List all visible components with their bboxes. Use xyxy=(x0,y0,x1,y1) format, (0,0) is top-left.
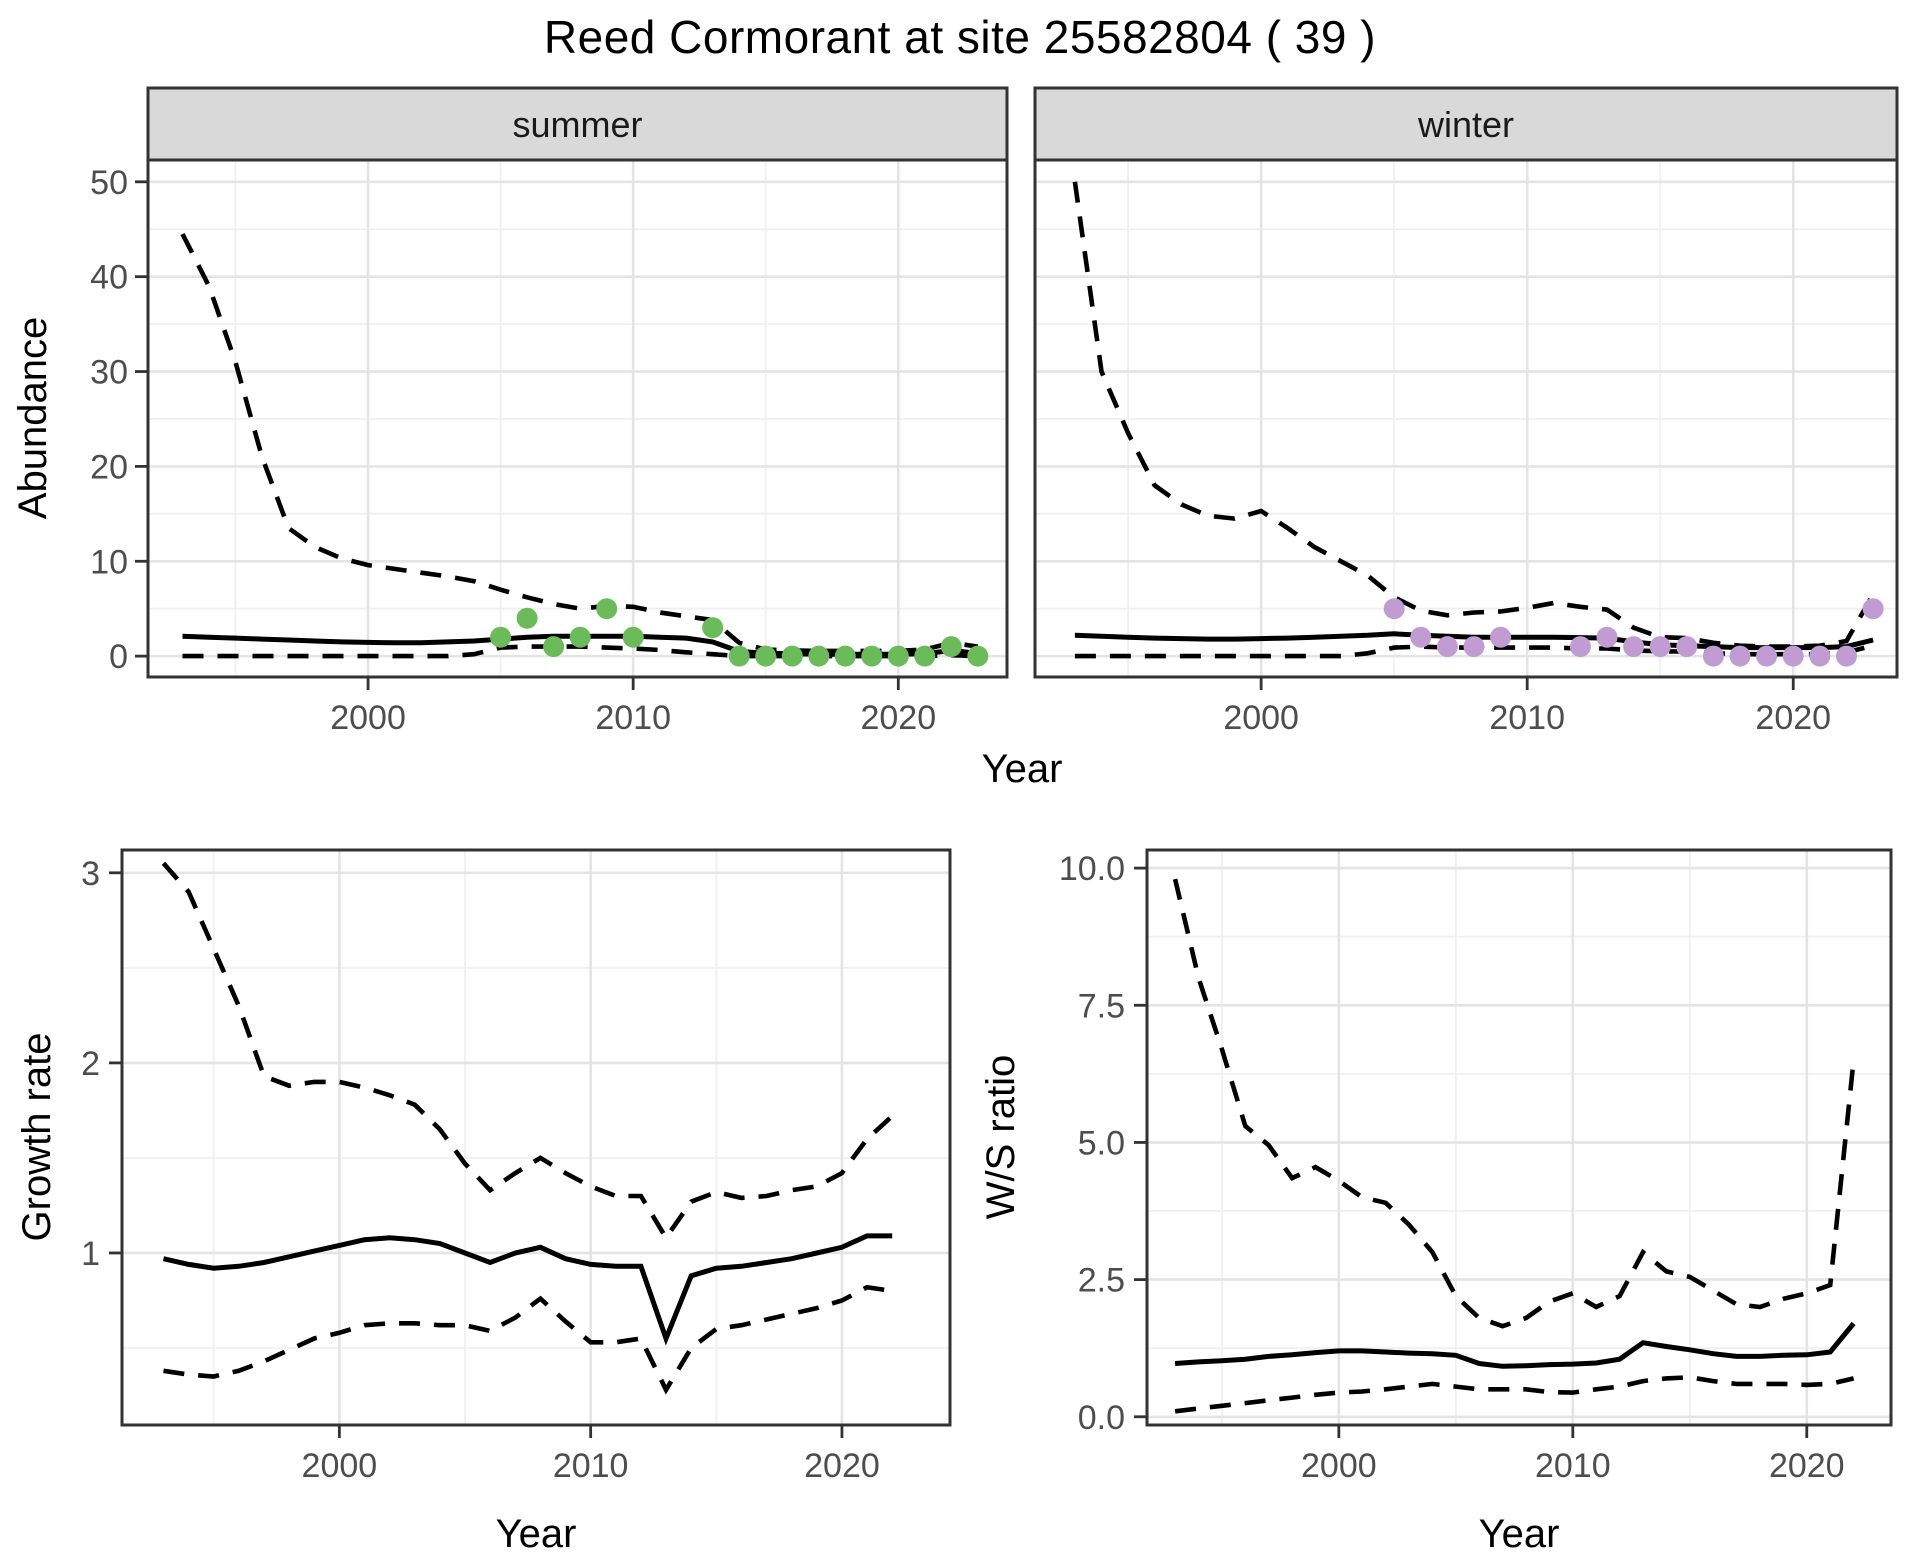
facet-strip xyxy=(1033,86,1899,162)
data-point xyxy=(702,617,724,639)
data-point xyxy=(781,645,803,667)
y-tick-label: 10.0 xyxy=(1059,850,1125,888)
data-point xyxy=(1702,645,1724,667)
x-axis-title-ws-ratio: Year xyxy=(1479,1512,1560,1556)
data-point xyxy=(1836,645,1857,667)
data-point xyxy=(516,607,538,629)
x-tick-label: 2010 xyxy=(1535,1447,1611,1485)
series-lower-ci xyxy=(163,1284,893,1395)
data-point xyxy=(596,598,618,620)
data-point xyxy=(967,645,989,667)
y-tick-label: 0 xyxy=(109,638,128,676)
x-tick-label: 2020 xyxy=(860,699,936,737)
y-tick-label: 1 xyxy=(81,1235,100,1273)
data-point xyxy=(834,645,856,667)
y-axis-title-growth-rate: Growth rate xyxy=(15,1033,59,1242)
y-tick-label: 5.0 xyxy=(1078,1124,1125,1162)
y-tick-label: 30 xyxy=(90,354,128,392)
data-point xyxy=(490,626,512,648)
panel-growth-rate: 2000 2010 2020 1 2 3 xyxy=(81,848,952,1485)
data-point xyxy=(1463,636,1485,658)
y-tick-label: 0.0 xyxy=(1078,1399,1125,1437)
series-median xyxy=(162,1233,893,1346)
x-tick-label: 2020 xyxy=(1755,699,1831,737)
x-axis-title-growth-rate: Year xyxy=(496,1512,577,1556)
series-median xyxy=(1174,1321,1856,1369)
data-point xyxy=(1490,626,1512,648)
y-tick-label: 20 xyxy=(90,448,128,486)
y-tick-label: 10 xyxy=(90,543,128,581)
x-tick-label: 2020 xyxy=(804,1447,880,1485)
data-point xyxy=(914,645,936,667)
data-point xyxy=(728,645,750,667)
y-tick-label: 7.5 xyxy=(1078,987,1125,1025)
figure-title: Reed Cormorant at site 25582804 ( 39 ) xyxy=(543,11,1377,63)
panel-background xyxy=(1147,850,1891,1425)
data-point xyxy=(1782,645,1804,667)
panel-border xyxy=(1145,848,1893,1427)
data-point xyxy=(1729,645,1751,667)
y-tick-label: 3 xyxy=(81,855,100,893)
data-point xyxy=(622,626,644,648)
data-point xyxy=(1862,598,1884,620)
y-tick-label: 40 xyxy=(90,259,128,297)
data-point xyxy=(1383,598,1405,620)
y-tick-label: 2 xyxy=(81,1045,100,1083)
x-tick-label: 2010 xyxy=(595,699,671,737)
x-tick-label: 2000 xyxy=(302,1447,378,1485)
data-point xyxy=(755,645,777,667)
data-point xyxy=(1623,636,1645,658)
panel-abundance-winter: 2000 2010 2020 winter xyxy=(1033,86,1899,737)
panel-border xyxy=(120,848,952,1427)
series-lower-ci xyxy=(1174,1374,1855,1414)
y-axis-title-abundance: Abundance xyxy=(11,317,55,519)
facet-strip xyxy=(146,86,1009,162)
data-point xyxy=(940,636,962,658)
data-point xyxy=(887,645,909,667)
data-point xyxy=(1569,636,1591,658)
facet-strip-label: summer xyxy=(512,104,642,145)
data-point xyxy=(543,636,565,658)
data-point xyxy=(1809,645,1831,667)
x-tick-label: 2010 xyxy=(553,1447,629,1485)
data-point xyxy=(1756,645,1778,667)
data-point xyxy=(808,645,830,667)
x-tick-label: 2000 xyxy=(330,699,406,737)
x-tick-label: 2000 xyxy=(1223,699,1299,737)
y-tick-label: 50 xyxy=(90,164,128,202)
data-point xyxy=(1410,626,1432,648)
data-point xyxy=(1676,636,1698,658)
series-upper-ci xyxy=(1172,878,1856,1329)
panel-ws-ratio: 2000 2010 2020 0.0 2.5 5.0 7.5 10.0 xyxy=(1059,848,1893,1485)
panel-abundance-summer: 2000 2010 2020 0 10 20 30 40 50 summer xyxy=(90,86,1009,737)
facet-strip-label: winter xyxy=(1417,104,1514,145)
data-point xyxy=(1596,626,1618,648)
x-axis-title-top: Year xyxy=(982,747,1063,791)
x-tick-label: 2010 xyxy=(1489,699,1565,737)
panel-background xyxy=(122,850,950,1425)
data-point xyxy=(569,626,591,648)
x-tick-label: 2000 xyxy=(1301,1447,1377,1485)
data-point xyxy=(1436,636,1458,658)
data-point xyxy=(1649,636,1671,658)
data-point xyxy=(861,645,883,667)
x-tick-label: 2020 xyxy=(1769,1447,1845,1485)
y-axis-title-ws-ratio: W/S ratio xyxy=(979,1055,1023,1219)
y-tick-label: 2.5 xyxy=(1078,1262,1125,1300)
series-upper-ci xyxy=(161,861,894,1243)
